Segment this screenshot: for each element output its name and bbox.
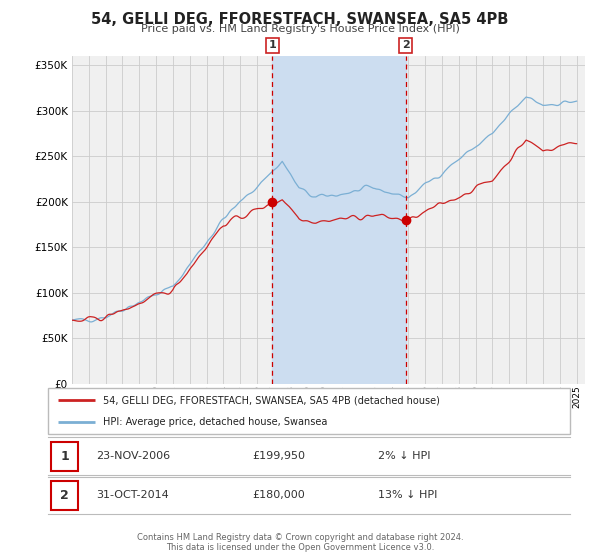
Text: 13% ↓ HPI: 13% ↓ HPI [378, 491, 437, 500]
Text: 31-OCT-2014: 31-OCT-2014 [96, 491, 169, 500]
Text: 23-NOV-2006: 23-NOV-2006 [96, 451, 170, 461]
Text: This data is licensed under the Open Government Licence v3.0.: This data is licensed under the Open Gov… [166, 543, 434, 552]
Text: HPI: Average price, detached house, Swansea: HPI: Average price, detached house, Swan… [103, 417, 327, 427]
Text: £180,000: £180,000 [252, 491, 305, 500]
Text: 1: 1 [60, 450, 69, 463]
Text: 2: 2 [401, 40, 409, 50]
Text: 1: 1 [268, 40, 276, 50]
Bar [272, 56, 406, 384]
Text: 2: 2 [60, 489, 69, 502]
Text: £199,950: £199,950 [252, 451, 305, 461]
Text: Price paid vs. HM Land Registry's House Price Index (HPI): Price paid vs. HM Land Registry's House … [140, 24, 460, 34]
Text: 2% ↓ HPI: 2% ↓ HPI [378, 451, 431, 461]
Text: 54, GELLI DEG, FFORESTFACH, SWANSEA, SA5 4PB (detached house): 54, GELLI DEG, FFORESTFACH, SWANSEA, SA5… [103, 395, 440, 405]
FancyBboxPatch shape [48, 388, 570, 434]
Text: Contains HM Land Registry data © Crown copyright and database right 2024.: Contains HM Land Registry data © Crown c… [137, 533, 463, 542]
Text: 54, GELLI DEG, FFORESTFACH, SWANSEA, SA5 4PB: 54, GELLI DEG, FFORESTFACH, SWANSEA, SA5… [91, 12, 509, 27]
